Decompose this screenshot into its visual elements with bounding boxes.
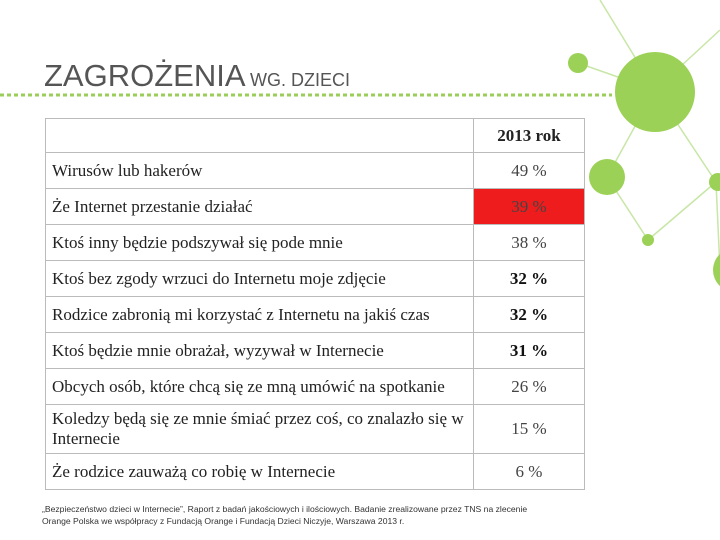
- title: ZAGROŻENIA WG. DZIECI: [44, 58, 350, 94]
- title-main: ZAGROŻENIA: [44, 58, 246, 93]
- label-cell: Obcych osób, które chcą się ze mną umówi…: [45, 368, 474, 405]
- value-cell: 39 %: [473, 188, 585, 225]
- row: Ktoś inny będzie podszywał się pode mnie…: [45, 224, 585, 261]
- label-cell: Rodzice zabronią mi korzystać z Internet…: [45, 296, 474, 333]
- header-cell: [45, 118, 474, 153]
- source-line: „Bezpieczeństwo dzieci w Internecie”, Ra…: [42, 504, 528, 514]
- row: Rodzice zabronią mi korzystać z Internet…: [45, 296, 585, 333]
- value-cell: 38 %: [473, 224, 585, 261]
- value-cell: 31 %: [473, 332, 585, 369]
- network-lines: [577, 0, 720, 271]
- table-body: Wirusów lub hakerów 49 % Że Internet przes…: [45, 152, 585, 490]
- header-cell: 2013 rok: [473, 118, 585, 153]
- label-cell: Że Internet przestanie działać: [45, 188, 474, 225]
- row: Że rodzice zauważą co robię w Internecie…: [45, 453, 585, 490]
- title-sub: WG. DZIECI: [249, 70, 350, 90]
- label-cell: Ktoś inny będzie podszywał się pode mnie: [45, 224, 474, 261]
- source: „Bezpieczeństwo dzieci w Internecie”, Ra…: [42, 503, 527, 527]
- label-cell: Ktoś będzie mnie obrażał, wyzywał w Inte…: [45, 332, 474, 369]
- network-nodes: [568, 52, 720, 287]
- value-cell: 49 %: [473, 152, 585, 189]
- row: Wirusów lub hakerów 49 %: [45, 152, 585, 189]
- table: 2013 rok Wirusów lub hakerów 49 % Że Inter…: [45, 118, 585, 490]
- row: Ktoś bez zgody wrzuci do Internetu moje …: [45, 260, 585, 297]
- label-cell: Że rodzice zauważą co robię w Internecie: [45, 453, 474, 490]
- value-cell: 32 %: [473, 296, 585, 333]
- row: Że Internet przestanie działać 39 %: [45, 188, 585, 225]
- row: Obcych osób, które chcą się ze mną umówi…: [45, 368, 585, 405]
- row: Ktoś będzie mnie obrażał, wyzywał w Inte…: [45, 332, 585, 369]
- header-row: 2013 rok: [45, 118, 585, 153]
- source-line: Orange Polska we współpracy z Fundacją O…: [42, 516, 405, 526]
- value-cell: 32 %: [473, 260, 585, 297]
- label-cell: Ktoś bez zgody wrzuci do Internetu moje …: [45, 260, 474, 297]
- label-cell: Koledzy będą się ze mnie śmiać przez coś…: [45, 404, 474, 454]
- value-cell: 26 %: [473, 368, 585, 405]
- label-cell: Wirusów lub hakerów: [45, 152, 474, 189]
- row: Koledzy będą się ze mnie śmiać przez coś…: [45, 404, 585, 454]
- value-cell: 6 %: [473, 453, 585, 490]
- value-cell: 15 %: [473, 404, 585, 454]
